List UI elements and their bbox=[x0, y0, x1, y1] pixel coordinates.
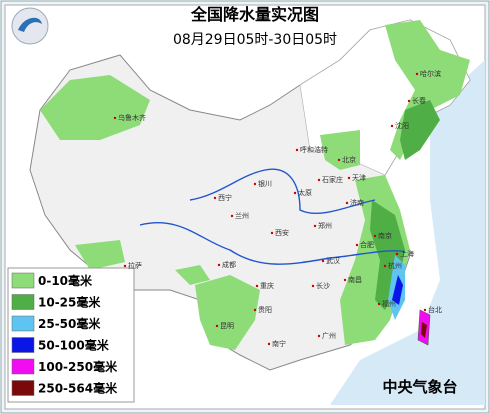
city-label: 昆明 bbox=[220, 322, 234, 330]
city-dot bbox=[383, 264, 387, 268]
city-label: 上海 bbox=[400, 249, 414, 258]
yangtze-river bbox=[139, 222, 406, 265]
city-dot bbox=[253, 182, 257, 186]
source: 中央气象台 bbox=[382, 378, 457, 396]
city-label: 长春 bbox=[412, 96, 426, 105]
city-label: 西宁 bbox=[218, 193, 232, 202]
legend-label: 100-250毫米 bbox=[38, 359, 118, 374]
city-dot bbox=[255, 284, 259, 288]
city-dot bbox=[377, 302, 381, 306]
city-dot bbox=[423, 308, 427, 312]
city-label: 台北 bbox=[428, 305, 442, 314]
city-dot bbox=[390, 124, 394, 128]
legend-box bbox=[7, 267, 135, 403]
yellow-river bbox=[189, 168, 376, 214]
legend-swatch bbox=[11, 315, 35, 332]
city-dot bbox=[295, 148, 299, 152]
city-label: 福州 bbox=[382, 299, 396, 308]
city-dot bbox=[373, 234, 377, 238]
city-label: 太原 bbox=[298, 188, 312, 197]
legend-swatch bbox=[11, 294, 35, 310]
legend-label: 0-10毫米 bbox=[38, 273, 93, 288]
city-dot bbox=[113, 116, 117, 120]
rain-area bbox=[195, 275, 260, 350]
city-dot bbox=[270, 231, 274, 235]
city-dot bbox=[407, 99, 411, 103]
city-dot bbox=[215, 324, 219, 328]
city-label: 呼和浩特 bbox=[300, 145, 328, 154]
rain-area bbox=[75, 240, 125, 270]
city-dot bbox=[317, 334, 321, 338]
legend-label: 250-564毫米 bbox=[38, 381, 118, 396]
city-label: 武汉 bbox=[326, 256, 340, 265]
rain-area bbox=[392, 275, 403, 305]
rain-area bbox=[40, 75, 150, 140]
city-label: 北京 bbox=[342, 155, 356, 164]
city-label: 乌鲁木齐 bbox=[118, 113, 146, 122]
city-label: 天津 bbox=[352, 174, 366, 182]
city-label: 长沙 bbox=[316, 281, 330, 290]
city-dot bbox=[345, 201, 349, 205]
city-dot bbox=[311, 284, 315, 288]
city-dot bbox=[213, 196, 217, 200]
city-dot bbox=[313, 224, 317, 228]
city-dot bbox=[253, 308, 257, 312]
city-dot bbox=[317, 178, 321, 182]
city-dot bbox=[337, 158, 341, 162]
city-label: 南京 bbox=[378, 231, 392, 240]
subtitle: 08月29日05时-30日05时 bbox=[173, 32, 337, 48]
city-dot bbox=[343, 278, 347, 282]
logo bbox=[11, 7, 49, 45]
sea bbox=[330, 60, 485, 405]
legend-label: 50-100毫米 bbox=[38, 338, 110, 353]
rain-area bbox=[175, 265, 210, 285]
city-dot bbox=[123, 264, 127, 268]
city-label: 南昌 bbox=[348, 275, 362, 284]
city-label: 西安 bbox=[275, 228, 289, 237]
rain-area bbox=[400, 100, 440, 160]
city-label: 贵阳 bbox=[258, 305, 272, 314]
city-label: 杭州 bbox=[388, 261, 402, 270]
city-dot bbox=[267, 342, 271, 346]
city-dot bbox=[395, 252, 399, 256]
logo-mark bbox=[18, 17, 42, 32]
city-label: 济南 bbox=[350, 198, 364, 207]
city-label: 石家庄 bbox=[322, 175, 343, 184]
city-label: 拉萨 bbox=[128, 261, 142, 270]
city-label: 银川 bbox=[258, 179, 272, 188]
city-dot bbox=[293, 191, 297, 195]
city-label: 哈尔滨 bbox=[420, 69, 441, 78]
rain-area bbox=[320, 130, 360, 170]
city-label: 南宁 bbox=[272, 339, 286, 348]
city-label: 重庆 bbox=[260, 281, 274, 290]
city-label: 合肥 bbox=[360, 240, 374, 249]
city-label: 成都 bbox=[222, 260, 236, 269]
legend-swatch bbox=[11, 358, 35, 375]
city-dot bbox=[321, 259, 325, 263]
legend-label: 10-25毫米 bbox=[38, 295, 101, 310]
city-dot bbox=[347, 176, 351, 180]
city-label: 郑州 bbox=[318, 222, 332, 230]
legend-swatch bbox=[11, 380, 35, 396]
city-dot bbox=[230, 214, 234, 218]
legend-label: 25-50毫米 bbox=[38, 316, 101, 331]
city-dot bbox=[217, 263, 221, 267]
city-label: 广州 bbox=[322, 331, 336, 340]
legend-swatch bbox=[11, 337, 35, 353]
city-dot bbox=[415, 72, 419, 76]
city-dot bbox=[355, 243, 359, 247]
rain-area bbox=[421, 322, 427, 338]
city-label: 兰州 bbox=[235, 211, 249, 220]
city-label: 沈阳 bbox=[395, 121, 409, 130]
legend-swatch bbox=[11, 272, 35, 289]
title: 全国降水量实况图 bbox=[190, 5, 319, 24]
